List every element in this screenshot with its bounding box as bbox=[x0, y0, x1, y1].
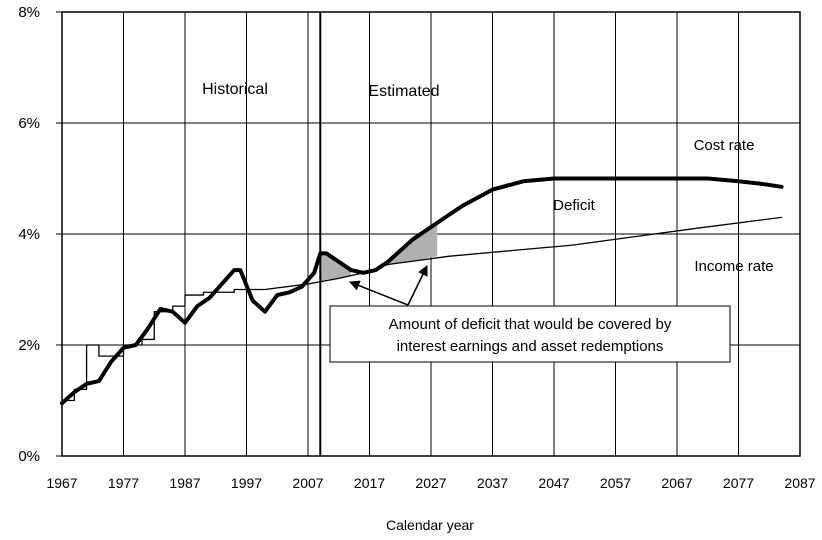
series-layer bbox=[60, 176, 784, 406]
annotation-cost-rate: Cost rate bbox=[694, 137, 755, 154]
series-line-cost-rate bbox=[60, 176, 784, 406]
x-tick-label-2017: 2017 bbox=[354, 475, 385, 491]
callout-arrow-left bbox=[349, 280, 409, 306]
x-tick-label-2057: 2057 bbox=[600, 475, 631, 491]
x-tick-label-1967: 1967 bbox=[46, 475, 77, 491]
y-tick-label-0pct: 0% bbox=[18, 448, 40, 465]
annotation-estimated: Estimated bbox=[368, 83, 439, 100]
y-tick-labels: 0% 2% 4% 6% 8% bbox=[18, 4, 62, 465]
y-tick-label-8pct: 8% bbox=[18, 4, 40, 21]
shaded-regions bbox=[320, 222, 438, 282]
annotation-historical: Historical bbox=[202, 81, 268, 98]
x-tick-label-2077: 2077 bbox=[723, 475, 754, 491]
callout-line-2: interest earnings and asset redemptions bbox=[397, 338, 664, 355]
callout-arrow-right bbox=[407, 265, 428, 306]
x-tick-label-1997: 1997 bbox=[231, 475, 262, 491]
x-tick-label-2027: 2027 bbox=[415, 475, 446, 491]
annotation-deficit: Deficit bbox=[553, 197, 596, 214]
callout-line-1: Amount of deficit that would be covered … bbox=[389, 316, 672, 333]
x-tick-label-1977: 1977 bbox=[108, 475, 139, 491]
x-tick-label-2087: 2087 bbox=[784, 475, 815, 491]
annotation-income-rate: Income rate bbox=[694, 258, 773, 275]
x-tick-label-2067: 2067 bbox=[661, 475, 692, 491]
x-tick-label-2047: 2047 bbox=[538, 475, 569, 491]
series-line-income-rate bbox=[61, 216, 783, 402]
callout: Amount of deficit that would be covered … bbox=[329, 265, 731, 363]
x-tick-label-2037: 2037 bbox=[477, 475, 508, 491]
y-tick-label-4pct: 4% bbox=[18, 226, 40, 243]
y-tick-label-2pct: 2% bbox=[18, 337, 40, 354]
x-tick-label-1987: 1987 bbox=[169, 475, 200, 491]
y-tick-label-6pct: 6% bbox=[18, 115, 40, 132]
x-axis-label: Calendar year bbox=[386, 517, 474, 533]
x-tick-label-2007: 2007 bbox=[292, 475, 323, 491]
callout-box bbox=[329, 305, 731, 363]
shaded-region-1 bbox=[320, 253, 352, 282]
x-tick-labels: 1967 1977 1987 1997 2007 2017 2027 2037 2047 2057… bbox=[46, 475, 815, 491]
